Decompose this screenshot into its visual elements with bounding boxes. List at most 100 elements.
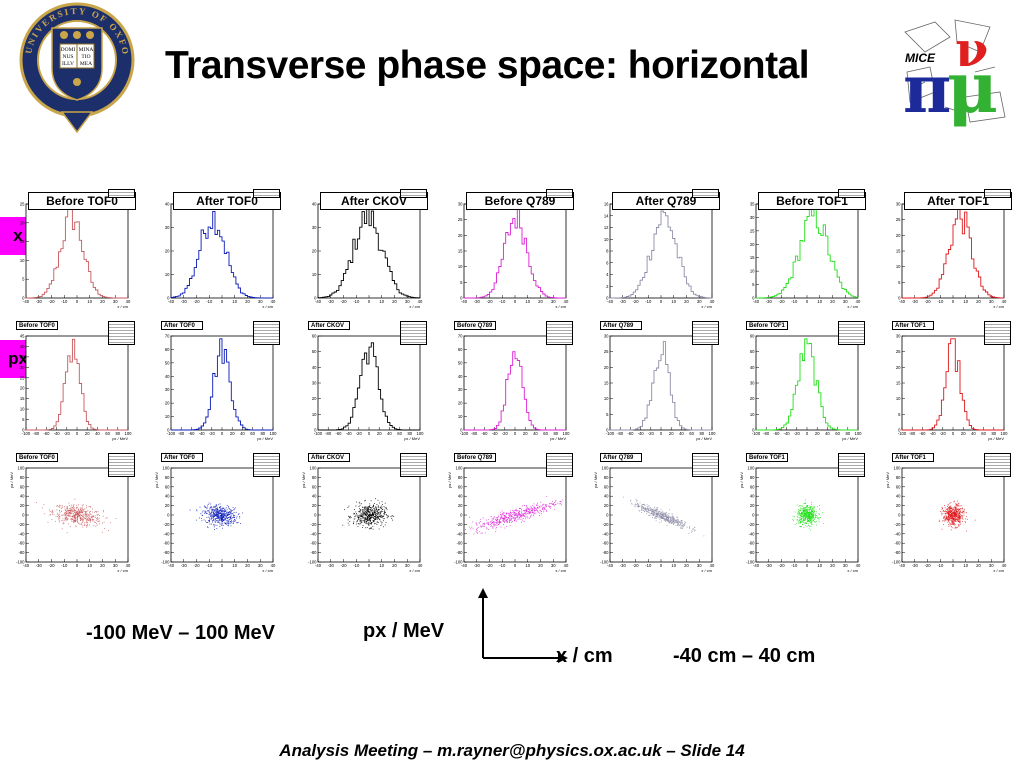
y-axis-title: px / MeV [155,472,159,488]
x-axis-title: x / cm [555,568,566,573]
x-tick-label: -60 [335,431,342,436]
y-tick-label: 25 [20,375,25,380]
y-tick-label: -40 [18,531,25,536]
x-tick-label: -100 [167,431,176,436]
plot-frame [755,335,859,431]
x-tick-label: -60 [188,431,195,436]
x-tick-label: 10 [817,563,822,568]
x-axis-label: x / cm [556,645,613,667]
histogram-line [170,210,273,299]
y-tick-label: 6 [606,260,609,265]
y-tick-label: -20 [456,522,463,527]
panel-title: After Q789 [600,453,642,462]
histogram-line [610,341,712,431]
x-tick-label: -30 [36,299,43,304]
x-tick-label: 80 [699,431,704,436]
y-tick-label: 30 [458,387,463,392]
x-tick-label: 100 [270,431,278,436]
y-tick-label: 80 [750,475,755,480]
x-tick-label: 0 [806,299,809,304]
y-tick-label: 60 [750,334,755,339]
x-tick-label: 20 [100,299,105,304]
x-tick-label: 40 [856,563,861,568]
y-tick-label: 0 [22,428,25,433]
x-tick-label: 20 [538,299,543,304]
plot-svg: 0 5 10 15 20 25 30 35 40 45 -100 -80 -60 -40 -20 0 20 40 6… [20,334,132,442]
x-tick-label: -40 [199,431,206,436]
y-axis-title: px / MeV [10,472,14,488]
y-tick-label: 40 [165,202,170,207]
histogram-line [171,338,273,431]
y-tick-label: 25 [20,202,25,207]
y-tick-label: 30 [20,365,25,370]
plot-frame [25,203,129,299]
x-tick-label: 100 [855,431,863,436]
plot-svg: 0 5 10 15 20 25 30 -100 -80 -60 -40 -20 0 20 40 60 80 100… [604,334,716,442]
x-tick-label: 0 [221,431,224,436]
x-tick-label: -80 [617,431,624,436]
x-axis-title: x / cm [117,304,128,309]
x-tick-label: 10 [232,299,237,304]
y-tick-label: 15 [20,396,25,401]
y-tick-label: -40 [602,531,609,536]
x-tick-label: -10 [206,299,213,304]
x-tick-label: 0 [806,431,809,436]
y-tick-label: 0 [167,428,170,433]
x-tick-label: -40 [461,299,468,304]
x-tick-label: 60 [981,431,986,436]
plot-panel-px-3: 0 10 20 30 40 50 60 -100 -80 -60 -40 -20 0 20 40 60 80 10… [302,320,427,448]
x-tick-label: -80 [471,431,478,436]
y-tick-label: 20 [20,220,25,225]
y-tick-label: 80 [896,475,901,480]
y-axis-title: px / MeV [740,472,744,488]
plot-svg: 0 10 20 30 40 50 60 70 -100 -80 -60 -40 -20 0 20 40 60 80… [458,334,570,442]
y-tick-label: 14 [604,213,609,218]
x-tick-label: 0 [514,431,517,436]
plot-panel-px-5: 0 5 10 15 20 25 30 -100 -80 -60 -40 -20 0 20 40 60 80 100… [594,320,719,448]
histogram-line [317,206,421,299]
scatter-points [623,496,705,537]
plot-frame [609,335,713,431]
plot-frame [463,335,567,431]
y-tick-label: 10 [20,407,25,412]
x-tick-label: 20 [830,563,835,568]
x-tick-label: 100 [417,431,425,436]
y-tick-label: 60 [312,484,317,489]
y-tick-label: -40 [163,531,170,536]
y-tick-label: 20 [896,503,901,508]
y-tick-label: 40 [20,344,25,349]
x-tick-label: -20 [924,563,931,568]
y-tick-label: 100 [748,466,756,471]
x-tick-label: 10 [525,563,530,568]
y-tick-label: 40 [604,494,609,499]
stats-box [838,321,865,345]
y-tick-label: 0 [752,428,755,433]
y-tick-label: 40 [312,202,317,207]
x-tick-label: 40 [1002,563,1007,568]
x-tick-label: -80 [178,431,185,436]
x-tick-label: -100 [752,431,761,436]
x-tick-label: -60 [43,431,50,436]
y-tick-label: 80 [20,475,25,480]
x-tick-label: -20 [794,431,801,436]
x-tick-label: -20 [632,563,639,568]
x-axis-title: px / MeV [842,436,858,441]
x-tick-label: 40 [533,431,538,436]
x-tick-label: 20 [230,431,235,436]
stats-box [838,189,865,198]
x-tick-label: -30 [474,299,481,304]
x-tick-label: -20 [648,431,655,436]
panel-title: After TOF0 [161,321,203,330]
y-tick-label: 20 [312,396,317,401]
x-tick-label: -30 [912,563,919,568]
scatter-points [792,499,825,531]
y-tick-label: 60 [604,484,609,489]
plot-svg: 0 10 20 30 40 50 60 -100 -80 -60 -40 -20 0 20 40 60 80 10… [750,334,863,442]
x-tick-label: 0 [660,563,663,568]
y-tick-label: 20 [896,365,901,370]
y-tick-label: 20 [165,249,170,254]
x-tick-label: 30 [697,299,702,304]
plot-panel-phase-2: -100 -80 -60 -40 -20 0 20 40 60 80 100 -40 -30 -20 -10… [154,452,280,580]
y-tick-label: 15 [896,381,901,386]
